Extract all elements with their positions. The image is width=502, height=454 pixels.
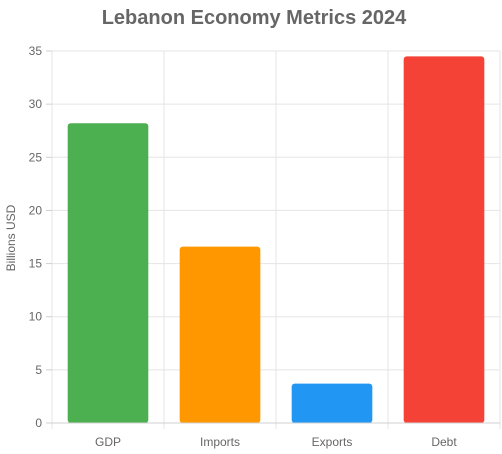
chart-title: Lebanon Economy Metrics 2024 [102, 7, 407, 29]
bar-gdp [67, 123, 149, 423]
y-tick-label: 20 [29, 203, 43, 217]
x-tick-label: Exports [312, 435, 353, 449]
axes: 0 5 10 15 20 25 30 35 GDP Imports Exports Debt [29, 44, 500, 449]
bar-imports [179, 246, 261, 423]
y-tick-label: 5 [35, 363, 42, 377]
y-axis-label: Billions USD [4, 204, 18, 271]
x-tick-label: Imports [200, 435, 240, 449]
y-tick-label: 15 [29, 257, 43, 271]
y-tick-label: 10 [29, 310, 43, 324]
y-tick-label: 30 [29, 97, 43, 111]
y-tick-label: 0 [35, 416, 42, 430]
bars [67, 56, 485, 424]
y-tick-label: 35 [29, 44, 43, 58]
bar-exports [291, 383, 373, 423]
x-tick-label: GDP [95, 435, 121, 449]
y-tick-label: 25 [29, 150, 43, 164]
bar-debt [403, 56, 485, 424]
x-tick-label: Debt [431, 435, 457, 449]
